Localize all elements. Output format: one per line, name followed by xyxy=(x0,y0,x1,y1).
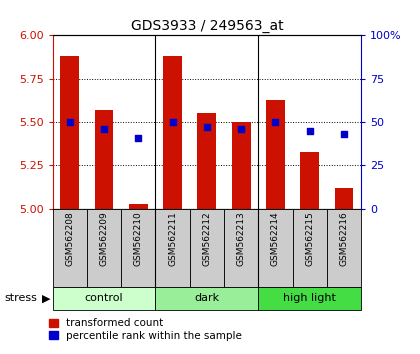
Title: GDS3933 / 249563_at: GDS3933 / 249563_at xyxy=(131,19,283,33)
Bar xyxy=(335,188,354,209)
Text: dark: dark xyxy=(194,293,219,303)
Bar xyxy=(300,152,319,209)
Text: GSM562215: GSM562215 xyxy=(305,211,314,266)
Bar xyxy=(224,209,258,287)
Bar xyxy=(129,204,148,209)
Bar xyxy=(94,110,113,209)
Bar xyxy=(190,209,224,287)
Text: GSM562216: GSM562216 xyxy=(339,211,349,266)
Point xyxy=(272,119,279,125)
Text: GSM562213: GSM562213 xyxy=(236,211,246,266)
Text: GSM562212: GSM562212 xyxy=(202,211,211,266)
Point xyxy=(307,128,313,133)
Point xyxy=(66,119,73,125)
Text: stress: stress xyxy=(4,293,37,303)
Bar xyxy=(52,209,87,287)
Point xyxy=(101,126,108,132)
Text: GSM562211: GSM562211 xyxy=(168,211,177,266)
Bar xyxy=(266,99,285,209)
Text: high light: high light xyxy=(284,293,336,303)
Bar xyxy=(87,209,121,287)
Bar xyxy=(52,287,155,310)
Bar xyxy=(232,122,251,209)
Text: GSM562209: GSM562209 xyxy=(100,211,108,266)
Text: GSM562208: GSM562208 xyxy=(65,211,74,266)
Legend: transformed count, percentile rank within the sample: transformed count, percentile rank withi… xyxy=(49,319,242,341)
Point xyxy=(169,119,176,125)
Point xyxy=(204,125,210,130)
Bar xyxy=(293,209,327,287)
Text: control: control xyxy=(85,293,123,303)
Text: GSM562214: GSM562214 xyxy=(271,211,280,266)
Bar xyxy=(327,209,361,287)
Bar xyxy=(155,287,258,310)
Bar xyxy=(121,209,155,287)
Text: ▶: ▶ xyxy=(42,293,50,303)
Point xyxy=(238,126,244,132)
Bar xyxy=(258,287,361,310)
Bar xyxy=(197,114,216,209)
Point xyxy=(341,131,347,137)
Bar xyxy=(60,56,79,209)
Bar xyxy=(163,56,182,209)
Point xyxy=(135,135,142,141)
Bar xyxy=(258,209,293,287)
Text: GSM562210: GSM562210 xyxy=(134,211,143,266)
Bar xyxy=(155,209,190,287)
